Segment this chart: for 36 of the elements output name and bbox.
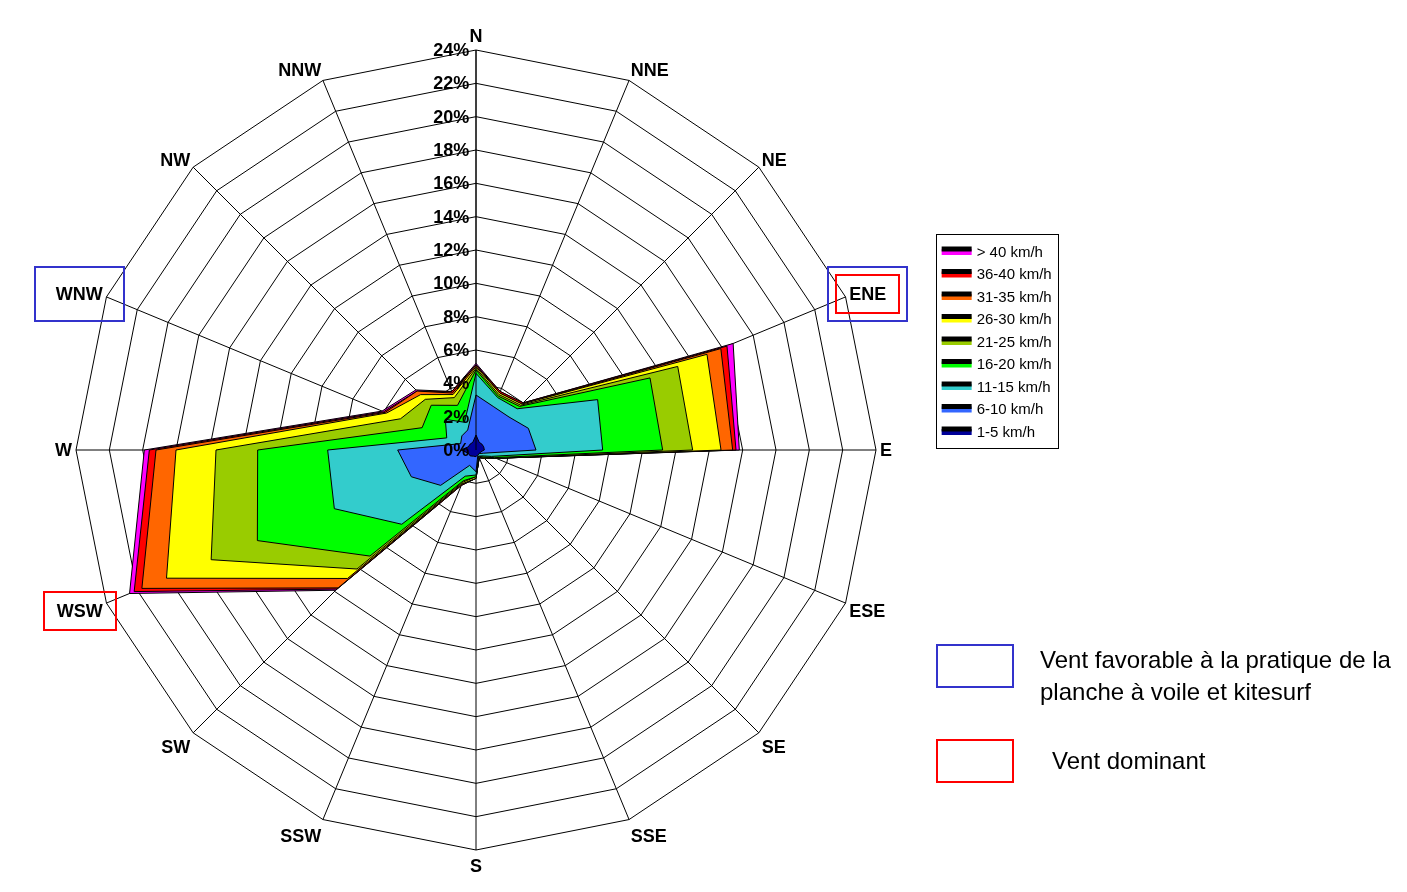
text: Vent dominant <box>1052 746 1207 776</box>
spoke-label: ENE <box>849 283 887 304</box>
spoke-label: W <box>54 440 72 461</box>
spoke-label: SW <box>161 736 191 757</box>
legend-label: 31-35 km/h <box>976 287 1052 305</box>
legend-label: 36-40 km/h <box>976 265 1052 283</box>
y-tick-label: 0% <box>443 439 470 460</box>
legend-label: 1-5 km/h <box>976 422 1036 440</box>
spoke-label: NW <box>160 150 191 171</box>
y-tick-label: 20% <box>433 106 470 127</box>
y-tick-label: 16% <box>433 173 470 194</box>
spoke-label: S <box>469 856 483 877</box>
spoke-label: NNW <box>278 59 322 80</box>
y-tick-label: 18% <box>433 139 470 160</box>
legend-label: 6-10 km/h <box>976 400 1044 418</box>
y-tick-label: 14% <box>433 206 470 227</box>
y-tick-label: 22% <box>433 73 470 94</box>
legend-label: 16-20 km/h <box>976 355 1052 373</box>
legend-label: > 40 km/h <box>976 242 1043 260</box>
spoke-label: NNE <box>630 59 669 80</box>
y-tick-label: 24% <box>433 39 470 60</box>
spoke-label: NE <box>761 150 787 171</box>
spoke-label: E <box>880 440 893 461</box>
spoke-label: ESE <box>849 601 886 622</box>
y-tick-label: 12% <box>433 239 470 260</box>
spoke-label: SSE <box>630 826 667 847</box>
legend-label: 11-15 km/h <box>976 377 1051 395</box>
legend-label: 21-25 km/h <box>976 332 1052 350</box>
legend-label: 26-30 km/h <box>976 310 1052 328</box>
spoke-label: WNW <box>55 283 103 304</box>
spoke-label: SSW <box>280 826 322 847</box>
spoke-label: WSW <box>56 601 103 622</box>
y-tick-label: 10% <box>433 273 470 294</box>
spoke-label: SE <box>761 736 786 757</box>
text: Vent favorable à la pratique de la planche à voile et kitesurf <box>1040 645 1392 707</box>
spoke-label: N <box>469 26 483 47</box>
